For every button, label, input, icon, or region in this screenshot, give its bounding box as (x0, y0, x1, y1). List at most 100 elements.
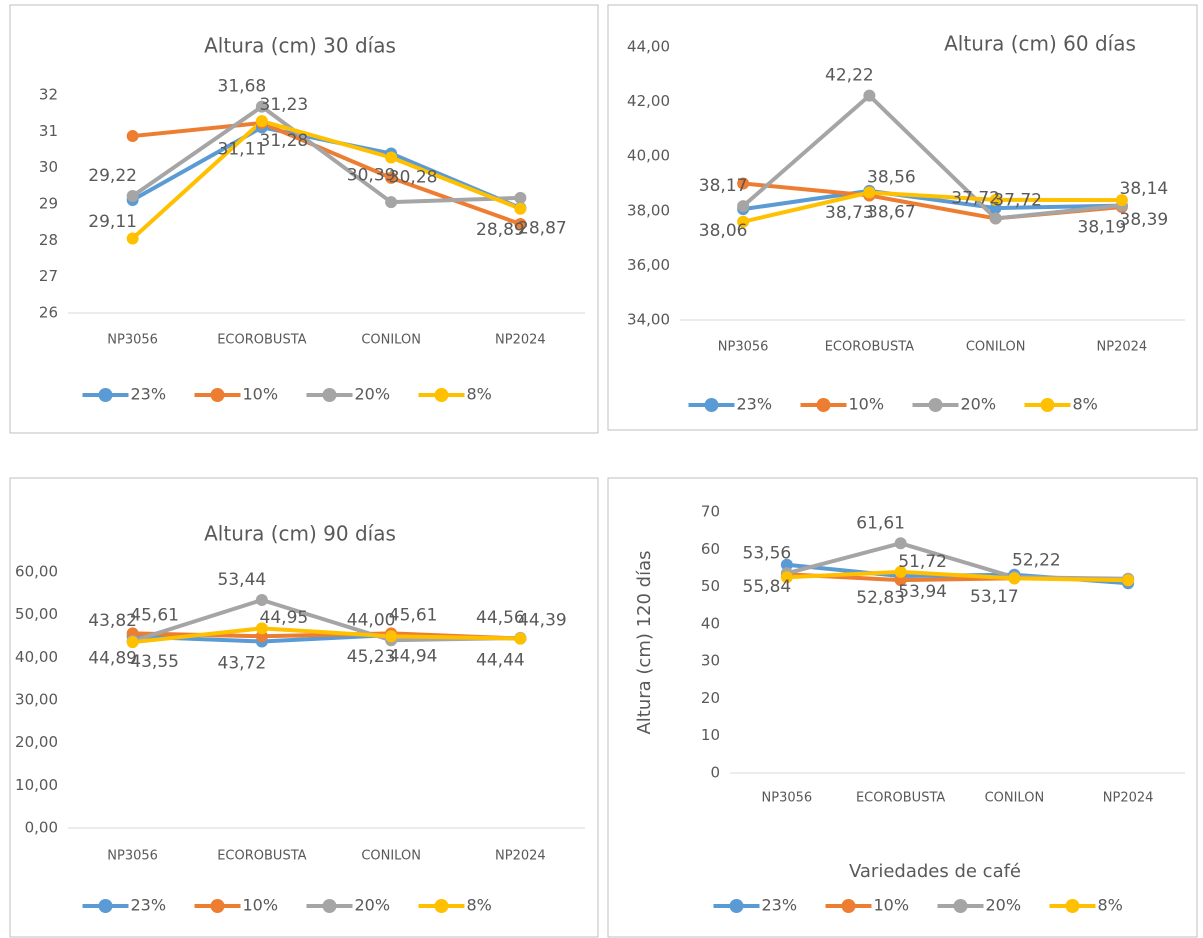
value-label: 53,17 (970, 587, 1019, 607)
value-label: 31,11 (218, 139, 267, 159)
panel (9, 4, 599, 434)
x-tick-label: NP2024 (495, 333, 546, 348)
y-tick-label: 28 (39, 231, 58, 249)
value-label: 37,72 (993, 190, 1042, 210)
value-label: 28,89 (476, 220, 525, 240)
value-label: 52,22 (1012, 550, 1061, 570)
y-tick-label: 44,00 (627, 38, 670, 56)
y-tick-label: 27 (39, 267, 58, 285)
x-tick-label: ECOROBUSTA (217, 333, 306, 348)
x-tick-label: NP3056 (107, 333, 158, 348)
value-label: 38,73 (825, 203, 874, 223)
value-label: 53,94 (898, 582, 947, 602)
chart-title: Altura (cm) 60 días (944, 32, 1136, 56)
point (894, 574, 907, 587)
point (863, 89, 876, 102)
legend-marker (1040, 398, 1055, 412)
series-line (131, 119, 522, 240)
legend-label: 23% (762, 896, 798, 915)
x-tick-label: ECOROBUSTA (825, 340, 914, 355)
point (737, 215, 750, 228)
value-label: 44,95 (260, 608, 309, 628)
y-tick-label: 20,00 (15, 733, 58, 751)
value-label: 43,55 (130, 652, 179, 672)
y-tick-label: 60 (701, 540, 720, 558)
value-label: 38,14 (1120, 179, 1169, 199)
chart-title: Altura (cm) 30 días (204, 34, 396, 58)
y-tick-label: 30,00 (15, 691, 58, 709)
point (126, 130, 139, 143)
legend-marker (841, 899, 856, 913)
legend-label: 23% (131, 896, 167, 915)
point (255, 622, 268, 635)
value-label: 42,22 (825, 66, 874, 86)
x-tick-label: NP2024 (1097, 340, 1148, 355)
value-label: 43,72 (218, 653, 267, 673)
x-tick-label: CONILON (361, 333, 421, 348)
point (385, 151, 398, 164)
legend-label: 20% (355, 896, 391, 915)
value-label: 38,39 (1120, 210, 1169, 230)
panel (607, 4, 1198, 431)
series-line (131, 104, 521, 205)
y-tick-label: 0 (710, 764, 720, 782)
point (514, 632, 527, 645)
value-label: 45,23 (347, 647, 396, 667)
legend-marker (98, 899, 113, 913)
legend-label: 20% (986, 896, 1022, 915)
value-label: 44,00 (347, 610, 396, 630)
point (255, 593, 268, 606)
point (1008, 572, 1021, 585)
legend-label: 8% (467, 385, 492, 404)
x-axis-title: Variedades de café (849, 861, 1021, 882)
value-label: 38,06 (699, 221, 748, 241)
value-label: 31,28 (260, 131, 309, 151)
value-label: 30,28 (389, 167, 438, 187)
x-tick-label: CONILON (966, 340, 1026, 355)
value-label: 31,68 (218, 77, 267, 97)
y-axis-title: Altura (cm) 120 días (634, 550, 655, 734)
y-tick-label: 38,00 (627, 201, 670, 219)
value-label: 61,61 (856, 513, 905, 533)
value-label: 29,22 (88, 166, 137, 186)
value-label: 51,72 (898, 552, 947, 572)
legend-label: 23% (737, 395, 773, 414)
legend-label: 10% (243, 896, 279, 915)
legend-label: 8% (467, 896, 492, 915)
series-line (741, 93, 1123, 221)
legend-marker (1065, 899, 1080, 913)
value-label: 31,23 (260, 95, 309, 115)
y-tick-label: 32 (39, 86, 58, 104)
legend-label: 10% (849, 395, 885, 414)
value-label: 53,56 (743, 543, 792, 563)
legend-label: 20% (961, 395, 997, 414)
legend-marker (434, 899, 449, 913)
panel (9, 477, 599, 938)
x-tick-label: NP3056 (718, 340, 769, 355)
point (126, 232, 139, 245)
point (737, 177, 750, 190)
legend-marker (928, 398, 943, 412)
value-label: 38,17 (699, 176, 748, 196)
value-label: 44,39 (518, 611, 567, 631)
series-line (132, 626, 521, 645)
x-tick-label: NP2024 (495, 849, 546, 864)
value-label: 43,82 (88, 611, 137, 631)
legend-marker (322, 899, 337, 913)
y-tick-label: 30 (39, 158, 58, 176)
value-label: 44,44 (476, 650, 525, 670)
legend-label: 10% (243, 385, 279, 404)
value-label: 38,19 (1078, 218, 1127, 238)
legend-marker (729, 899, 744, 913)
chart-title: Altura (cm) 90 días (204, 522, 396, 546)
y-tick-label: 50 (701, 577, 720, 595)
point (385, 171, 398, 184)
series-line (742, 190, 1122, 224)
value-label: 44,56 (476, 608, 525, 628)
point (863, 186, 876, 199)
point (1122, 574, 1135, 587)
point (514, 191, 527, 204)
y-tick-label: 60,00 (15, 563, 58, 581)
value-label: 37,72 (951, 188, 1000, 208)
